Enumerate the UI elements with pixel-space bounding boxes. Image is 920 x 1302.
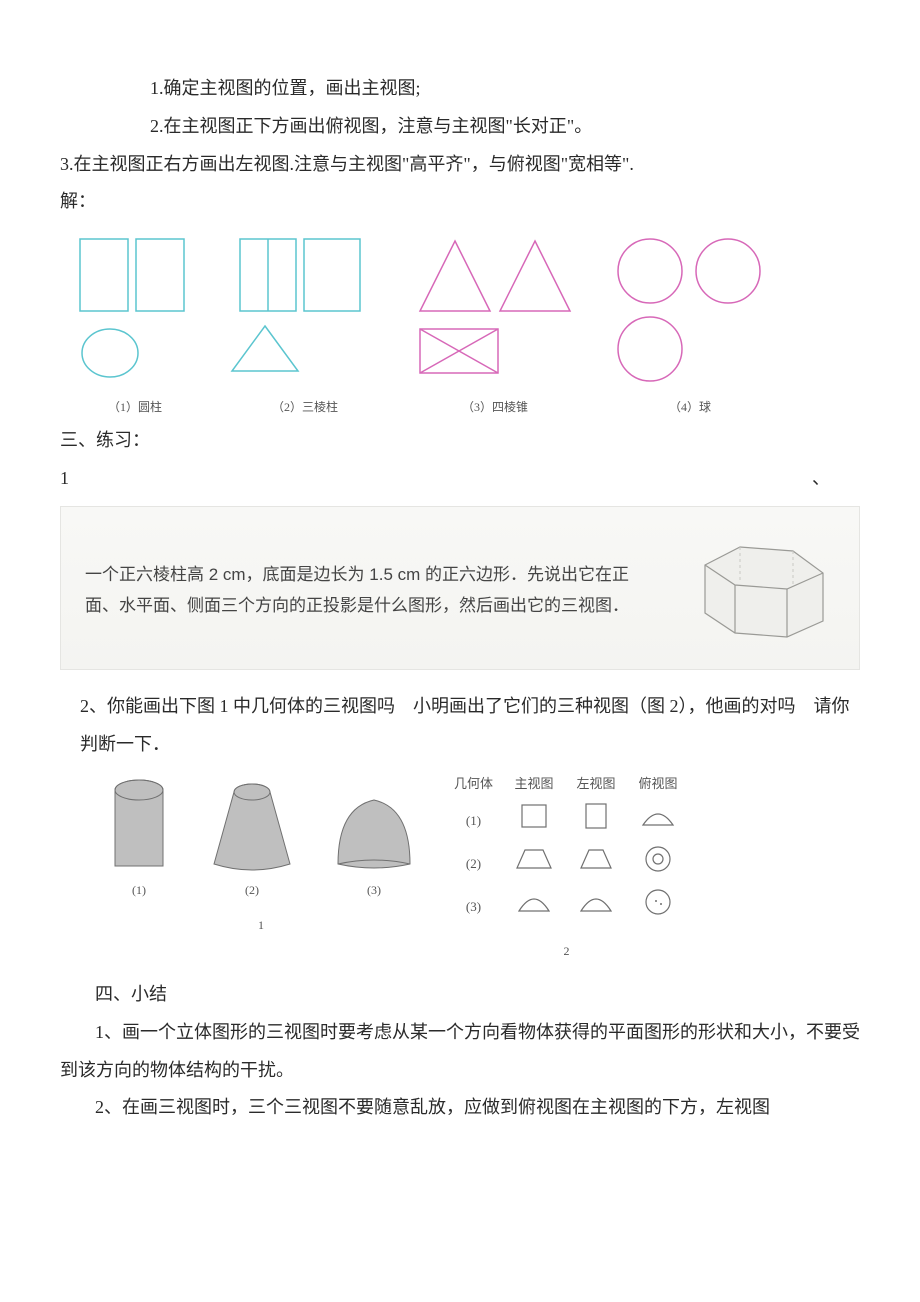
exercise-2-text: 2、你能画出下图 1 中几何体的三视图吗 小明画出了它们的三种视图（图 2），他… (60, 688, 860, 764)
answer-label: 解： (60, 183, 860, 221)
step-1: 1.确定主视图的位置，画出主视图; (60, 70, 860, 108)
exercise-2-right: 几何体 主视图 左视图 俯视图 (1) (2) (3) (444, 768, 689, 964)
figure-sphere-svg (610, 231, 770, 391)
figure-tri-prism-svg (230, 231, 380, 391)
step-3: 3.在主视图正右方画出左视图.注意与主视图"高平齐"，与俯视图"宽相等". (60, 146, 860, 184)
table-header-front: 主视图 (503, 768, 565, 799)
exercise-2-figures: (1) (2) (3) 1 几何体 (100, 768, 860, 964)
table-row-1-label: (1) (444, 799, 503, 842)
exercise-1-box: 一个正六棱柱高 2 cm，底面是边长为 1.5 cm 的正六边形．先说出它在正面… (60, 506, 860, 670)
figure-quad-pyramid-svg (410, 231, 580, 391)
figure-quad-pyramid: （3）四棱锥 (410, 231, 580, 420)
solid-2-icon (204, 768, 300, 878)
figure-sphere-caption: （4）球 (669, 395, 711, 420)
hex-prism-icon (675, 535, 835, 645)
solid-1-icon (100, 768, 178, 878)
exercise-1-line: 1 、 (60, 460, 860, 498)
solution-figures: （1）圆柱 （2）三棱柱 （3）四棱锥 （4）球 (70, 231, 860, 420)
exercise-1-number: 1 (60, 460, 69, 498)
exercise-1-text: 一个正六棱柱高 2 cm，底面是边长为 1.5 cm 的正六边形．先说出它在正面… (85, 559, 659, 622)
summary-1: 1、画一个立体图形的三视图时要考虑从某一个方向看物体获得的平面图形的形状和大小，… (60, 1014, 860, 1090)
section-summary-heading: 四、小结 (60, 976, 860, 1014)
figure-cylinder-caption: （1）圆柱 (108, 395, 162, 420)
table-row-2-label: (2) (444, 842, 503, 885)
figure-cylinder: （1）圆柱 (70, 231, 200, 420)
figure-tri-prism: （2）三棱柱 (230, 231, 380, 420)
solid-3-caption: (3) (367, 878, 381, 903)
solid-1-caption: (1) (132, 878, 146, 903)
table-header-top: 俯视图 (627, 768, 689, 799)
exercise-1-trailing-punct: 、 (812, 460, 830, 498)
table-header-left: 左视图 (565, 768, 627, 799)
figure-cylinder-svg (70, 231, 200, 391)
table-row-3-label: (3) (444, 885, 503, 928)
solid-2-caption: (2) (245, 878, 259, 903)
figure-sphere: （4）球 (610, 231, 770, 420)
exercise-2-right-label: 2 (564, 939, 570, 964)
table-row: (2) (444, 842, 689, 885)
figure-tri-prism-caption: （2）三棱柱 (272, 395, 338, 420)
table-row: (1) (444, 799, 689, 842)
table-row: (3) (444, 885, 689, 928)
table-header-solid: 几何体 (444, 768, 503, 799)
solid-3-icon (326, 768, 422, 878)
summary-2: 2、在画三视图时，三个三视图不要随意乱放，应做到俯视图在主视图的下方，左视图 (60, 1089, 860, 1127)
figure-quad-pyramid-caption: （3）四棱锥 (462, 395, 528, 420)
section-exercise-heading: 三、练习： (60, 422, 860, 460)
step-2: 2.在主视图正下方画出俯视图，注意与主视图"长对正"。 (60, 108, 860, 146)
exercise-2-left-label: 1 (258, 913, 264, 938)
exercise-2-left: (1) (2) (3) 1 (100, 768, 422, 938)
exercise-2-table: 几何体 主视图 左视图 俯视图 (1) (2) (3) (444, 768, 689, 929)
